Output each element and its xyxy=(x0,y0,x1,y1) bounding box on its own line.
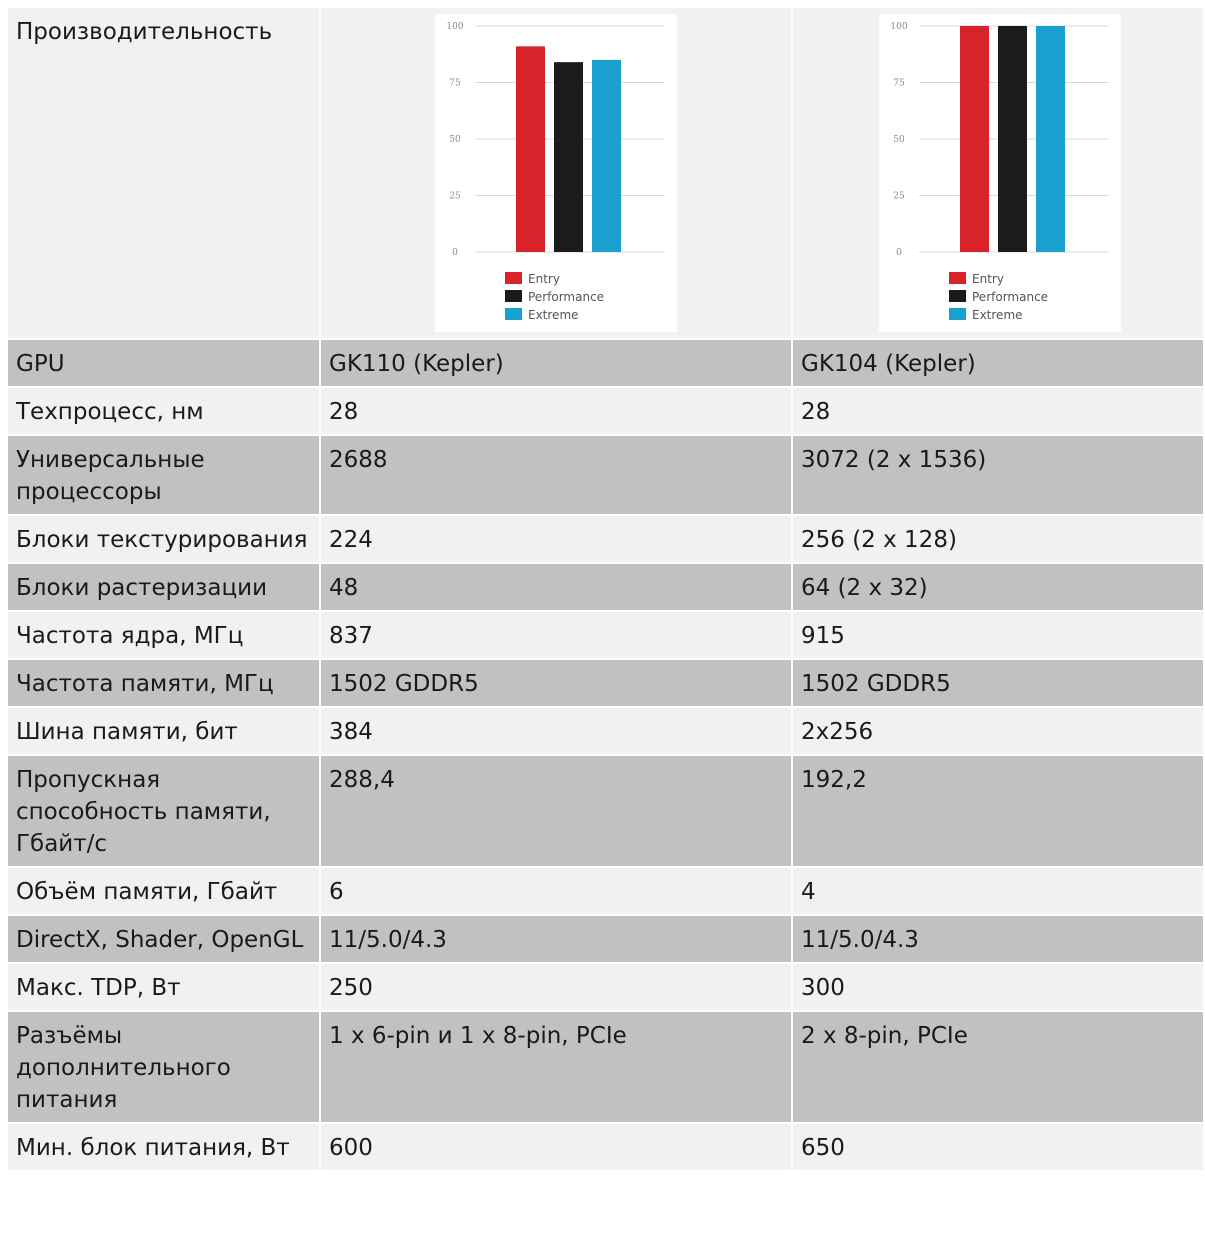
gk104-value: 256 (2 x 128) xyxy=(793,516,1205,564)
gk110-value: 288,4 xyxy=(321,756,793,868)
gk104-value: 3072 (2 x 1536) xyxy=(793,436,1205,516)
performance-chart-1: 100 75 50 25 0 Entry Performance Extreme xyxy=(435,14,677,332)
gk104-value: 28 xyxy=(793,388,1205,436)
y-tick-label: 100 xyxy=(446,22,463,32)
y-tick-label: 0 xyxy=(452,248,458,258)
row-label: GPU xyxy=(8,340,321,388)
table-row: DirectX, Shader, OpenGL 11/5.0/4.3 11/5.… xyxy=(8,916,1205,964)
y-tick-label: 100 xyxy=(890,22,907,32)
table-row: GPU GK110 (Kepler) GK104 (Kepler) xyxy=(8,340,1205,388)
gk104-value: GK104 (Kepler) xyxy=(793,340,1205,388)
chart-svg-2: 100 75 50 25 0 Entry Performance Extreme xyxy=(890,22,1109,322)
chart-cell-1: 100 75 50 25 0 Entry Performance Extreme xyxy=(321,8,793,340)
gk110-value: 1 x 6-pin и 1 x 8-pin, PCIe xyxy=(321,1012,793,1124)
legend-label: Entry xyxy=(972,272,1004,286)
table-row: Разъёмы дополнительного питания 1 x 6-pi… xyxy=(8,1012,1205,1124)
row-label: Частота ядра, МГц xyxy=(8,612,321,660)
gk110-value: 224 xyxy=(321,516,793,564)
legend-swatch xyxy=(505,308,522,320)
performance-label: Производительность xyxy=(8,8,321,340)
bar-extreme xyxy=(592,59,621,253)
legend-swatch xyxy=(505,272,522,284)
y-tick-label: 50 xyxy=(449,135,461,145)
table-row: Универсальные процессоры 2688 3072 (2 x … xyxy=(8,436,1205,516)
legend-label: Performance xyxy=(972,290,1048,304)
performance-chart-2: 100 75 50 25 0 Entry Performance Extreme xyxy=(879,14,1121,332)
table-row: Частота ядра, МГц 837 915 xyxy=(8,612,1205,660)
row-label: Шина памяти, бит xyxy=(8,708,321,756)
gk110-value: 384 xyxy=(321,708,793,756)
gk110-value: 28 xyxy=(321,388,793,436)
y-tick-label: 75 xyxy=(449,79,461,89)
gk104-value: 915 xyxy=(793,612,1205,660)
row-label: Техпроцесс, нм xyxy=(8,388,321,436)
table-row: Частота памяти, МГц 1502 GDDR5 1502 GDDR… xyxy=(8,660,1205,708)
bar-extreme xyxy=(1036,26,1065,252)
gk110-value: 6 xyxy=(321,868,793,916)
y-tick-label: 50 xyxy=(893,135,905,145)
table-row: Блоки растеризации 48 64 (2 x 32) xyxy=(8,564,1205,612)
gk110-value: 600 xyxy=(321,1124,793,1172)
bar-entry xyxy=(960,26,989,252)
table-row: Блоки текстурирования 224 256 (2 x 128) xyxy=(8,516,1205,564)
table-row: Пропускная способность памяти, Гбайт/с 2… xyxy=(8,756,1205,868)
gk104-value: 300 xyxy=(793,964,1205,1012)
row-label: Макс. TDP, Вт xyxy=(8,964,321,1012)
row-label: Блоки текстурирования xyxy=(8,516,321,564)
gk104-value: 1502 GDDR5 xyxy=(793,660,1205,708)
row-label: Блоки растеризации xyxy=(8,564,321,612)
row-label: Мин. блок питания, Вт xyxy=(8,1124,321,1172)
legend-label: Entry xyxy=(528,272,560,286)
gk104-value: 650 xyxy=(793,1124,1205,1172)
bar-performance xyxy=(554,62,583,252)
legend-swatch xyxy=(505,290,522,302)
y-tick-label: 25 xyxy=(893,192,905,202)
y-tick-label: 25 xyxy=(449,192,461,202)
gk110-value: 48 xyxy=(321,564,793,612)
bar-performance xyxy=(998,26,1027,252)
gk104-value: 11/5.0/4.3 xyxy=(793,916,1205,964)
gk104-value: 64 (2 x 32) xyxy=(793,564,1205,612)
gk110-value: 837 xyxy=(321,612,793,660)
row-label: DirectX, Shader, OpenGL xyxy=(8,916,321,964)
row-label: Универсальные процессоры xyxy=(8,436,321,516)
legend-label: Extreme xyxy=(972,308,1023,322)
y-tick-label: 75 xyxy=(893,79,905,89)
legend-swatch xyxy=(949,272,966,284)
bar-entry xyxy=(516,46,545,253)
gk110-value: 1502 GDDR5 xyxy=(321,660,793,708)
chart-svg-1: 100 75 50 25 0 Entry Performance Extreme xyxy=(446,22,665,322)
table-row: Мин. блок питания, Вт 600 650 xyxy=(8,1124,1205,1172)
legend-label: Extreme xyxy=(528,308,579,322)
table-row: Объём памяти, Гбайт 6 4 xyxy=(8,868,1205,916)
gk110-value: 250 xyxy=(321,964,793,1012)
gk110-value: 2688 xyxy=(321,436,793,516)
gk110-value: 11/5.0/4.3 xyxy=(321,916,793,964)
row-label: Разъёмы дополнительного питания xyxy=(8,1012,321,1124)
specs-table: Производительность 100 75 50 25 0 Entry Perfor… xyxy=(8,8,1205,1172)
gk104-value: 4 xyxy=(793,868,1205,916)
legend-swatch xyxy=(949,308,966,320)
chart-cell-2: 100 75 50 25 0 Entry Performance Extreme xyxy=(793,8,1205,340)
gk104-value: 2 x 8-pin, PCIe xyxy=(793,1012,1205,1124)
row-label: Частота памяти, МГц xyxy=(8,660,321,708)
gk104-value: 192,2 xyxy=(793,756,1205,868)
table-row: Техпроцесс, нм 28 28 xyxy=(8,388,1205,436)
gk104-value: 2x256 xyxy=(793,708,1205,756)
legend-swatch xyxy=(949,290,966,302)
performance-row: Производительность 100 75 50 25 0 Entry Perfor… xyxy=(8,8,1205,340)
gk110-value: GK110 (Kepler) xyxy=(321,340,793,388)
legend-label: Performance xyxy=(528,290,604,304)
y-tick-label: 0 xyxy=(896,248,902,258)
table-row: Макс. TDP, Вт 250 300 xyxy=(8,964,1205,1012)
row-label: Пропускная способность памяти, Гбайт/с xyxy=(8,756,321,868)
table-row: Шина памяти, бит 384 2x256 xyxy=(8,708,1205,756)
row-label: Объём памяти, Гбайт xyxy=(8,868,321,916)
